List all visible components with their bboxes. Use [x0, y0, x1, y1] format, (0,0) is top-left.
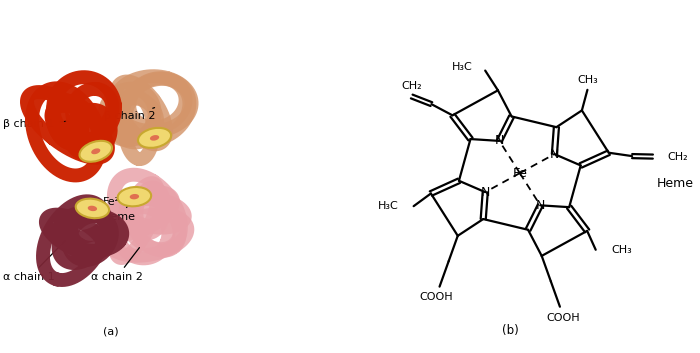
Text: N: N	[536, 199, 545, 212]
Text: H₃C: H₃C	[452, 62, 472, 72]
Text: CH₃: CH₃	[611, 245, 631, 255]
Ellipse shape	[91, 148, 100, 154]
Ellipse shape	[80, 141, 112, 162]
Text: CH₂: CH₂	[401, 81, 422, 91]
Text: α chain 1: α chain 1	[4, 241, 65, 282]
Text: (a): (a)	[103, 326, 119, 336]
Text: Heme: Heme	[102, 202, 136, 222]
Text: CH₂: CH₂	[667, 151, 688, 162]
Text: Fe: Fe	[512, 167, 527, 180]
Text: Fe²⁺: Fe²⁺	[102, 197, 132, 207]
Text: N: N	[495, 134, 504, 148]
Ellipse shape	[150, 135, 159, 140]
Ellipse shape	[130, 194, 139, 199]
Ellipse shape	[88, 206, 97, 211]
Text: α chain 2: α chain 2	[91, 247, 143, 282]
Text: Heme: Heme	[657, 177, 693, 190]
Text: β chain 1: β chain 1	[4, 119, 68, 130]
Ellipse shape	[76, 199, 109, 218]
Text: COOH: COOH	[547, 312, 580, 323]
Text: (b): (b)	[503, 324, 519, 337]
Ellipse shape	[118, 187, 151, 206]
Text: β chain 2: β chain 2	[104, 108, 155, 121]
Ellipse shape	[138, 128, 171, 148]
Text: N: N	[480, 186, 490, 199]
Text: CH₃: CH₃	[577, 75, 598, 85]
Text: N: N	[550, 148, 559, 161]
Text: H₃C: H₃C	[377, 201, 398, 211]
Text: COOH: COOH	[419, 293, 453, 303]
